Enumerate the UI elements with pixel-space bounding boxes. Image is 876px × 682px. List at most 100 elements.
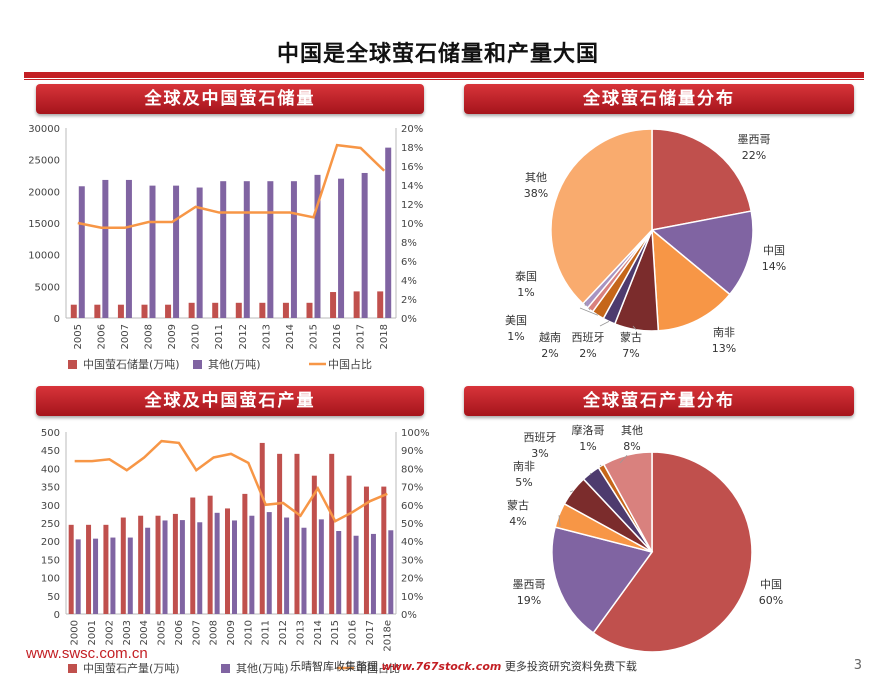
other-bar (388, 530, 394, 614)
x-tick-label: 2008 (144, 324, 155, 349)
pie-percent: 1% (507, 330, 524, 343)
x-tick-label: 2010 (191, 324, 202, 349)
pie-label: 西班牙 (572, 331, 605, 344)
legend-swatch (221, 664, 230, 673)
china-bar (329, 453, 335, 614)
y-tick-label: 30000 (28, 124, 60, 135)
x-tick-label: 2005 (157, 620, 168, 645)
other-bar (110, 537, 116, 614)
china-bar (212, 302, 219, 318)
other-bar (125, 179, 132, 318)
x-tick-label: 2013 (261, 324, 272, 349)
pie-label: 泰国 (515, 269, 537, 283)
china-bar (277, 453, 283, 614)
other-bar (78, 186, 85, 318)
x-tick-label: 2013 (295, 620, 306, 645)
y-tick-label: 300 (41, 501, 60, 512)
reserves-chart-title: 全球及中国萤石储量 (36, 84, 424, 114)
production-bar-line-chart: 500450400350300250200150100500100%90%80%… (41, 428, 430, 675)
y-tick-label: 500 (41, 428, 60, 439)
china-bar (117, 304, 124, 318)
x-tick-label: 2000 (70, 620, 81, 645)
y-tick-label: 450 (41, 446, 60, 457)
pie-percent: 2% (541, 347, 558, 360)
y2-tick-label: 50% (401, 519, 423, 530)
x-tick-label: 2004 (139, 620, 150, 645)
footer-watermark: 乐晴智库收集整理 www.767stock.com 更多投资研究资料免费下载 (290, 658, 637, 674)
x-tick-label: 2005 (73, 324, 84, 349)
y2-tick-label: 12% (401, 200, 423, 211)
other-bar (173, 185, 180, 318)
other-bar (232, 520, 237, 614)
other-bar (243, 181, 250, 318)
other-bar (214, 512, 220, 614)
pie-label: 中国 (763, 244, 785, 257)
legend-label: 中国萤石储量(万吨) (83, 357, 180, 371)
y-tick-label: 50 (47, 592, 60, 603)
legend-label: 中国萤石产量(万吨) (83, 661, 180, 675)
x-tick-label: 2001 (87, 620, 98, 645)
pie-slice (651, 128, 753, 231)
pie-leader (619, 454, 628, 464)
pie-leader (569, 490, 574, 493)
china-bar (138, 515, 144, 614)
china-bar (311, 475, 317, 614)
other-bar (149, 185, 156, 318)
legend-label: 中国占比 (328, 357, 372, 371)
china-bar (207, 495, 213, 614)
china-bar (377, 291, 384, 318)
other-bar (102, 179, 109, 318)
reserves-pie-title: 全球萤石储量分布 (464, 84, 854, 114)
x-tick-label: 2010 (243, 620, 254, 645)
y2-tick-label: 2% (401, 295, 417, 306)
pie-percent: 3% (531, 447, 548, 460)
y2-tick-label: 14% (401, 181, 423, 192)
y-tick-label: 0 (54, 314, 60, 325)
china-bar (190, 497, 196, 614)
pie-label: 其他 (525, 171, 547, 184)
legend-swatch (68, 664, 77, 673)
y2-tick-label: 20% (401, 124, 423, 135)
y-tick-label: 10000 (28, 251, 60, 262)
legend-swatch (68, 360, 77, 369)
y2-tick-label: 100% (401, 428, 430, 439)
x-tick-label: 2014 (285, 324, 296, 349)
other-bar (370, 533, 376, 614)
other-bar (338, 178, 345, 318)
y2-tick-label: 40% (401, 537, 423, 548)
other-bar (290, 181, 297, 318)
china-bar (103, 524, 109, 614)
china-bar (259, 302, 266, 318)
pie-label: 西班牙 (524, 431, 557, 444)
china-bar (381, 486, 387, 614)
footer-brand-link[interactable]: www.767stock.com (381, 660, 502, 673)
china-bar (165, 304, 172, 318)
other-bar (93, 538, 99, 614)
reserves-bar-line-chart: 30000 25000 20000 15000 10000 5000 0 20% 18% 16% 1… (28, 124, 423, 371)
other-bar (179, 520, 185, 614)
y2-tick-label: 20% (401, 574, 423, 585)
pie-label: 墨西哥 (513, 578, 546, 591)
y2-tick-label: 0% (401, 610, 417, 621)
pie-slice (550, 128, 653, 305)
legend-label: 中国占比 (356, 661, 400, 675)
footer-site-link[interactable]: www.swsc.com.cn (26, 645, 148, 662)
pie-label: 摩洛哥 (572, 423, 605, 437)
share-line (74, 439, 388, 523)
y-tick-label: 200 (41, 537, 60, 548)
x-tick-label: 2008 (209, 620, 220, 645)
y2-tick-label: 80% (401, 464, 423, 475)
production-pie-chart: 中国 60% 墨西哥 19% 蒙古 4% 南非 5% 西班牙 3% 摩洛哥 1% 其他 8% (507, 423, 783, 653)
other-bar (145, 527, 151, 614)
x-tick-label: 2018e (382, 620, 393, 652)
legend-label: 其他(万吨) (236, 662, 289, 675)
other-bar (249, 515, 255, 614)
other-bar (353, 535, 359, 614)
pie-percent: 60% (759, 594, 783, 607)
china-bar (141, 304, 148, 318)
y-tick-label: 350 (41, 483, 60, 494)
pie-percent: 14% (762, 260, 786, 273)
china-bar (120, 517, 126, 614)
footer-prefix: 乐晴智库收集整理 (290, 660, 378, 673)
other-bar (127, 537, 133, 614)
